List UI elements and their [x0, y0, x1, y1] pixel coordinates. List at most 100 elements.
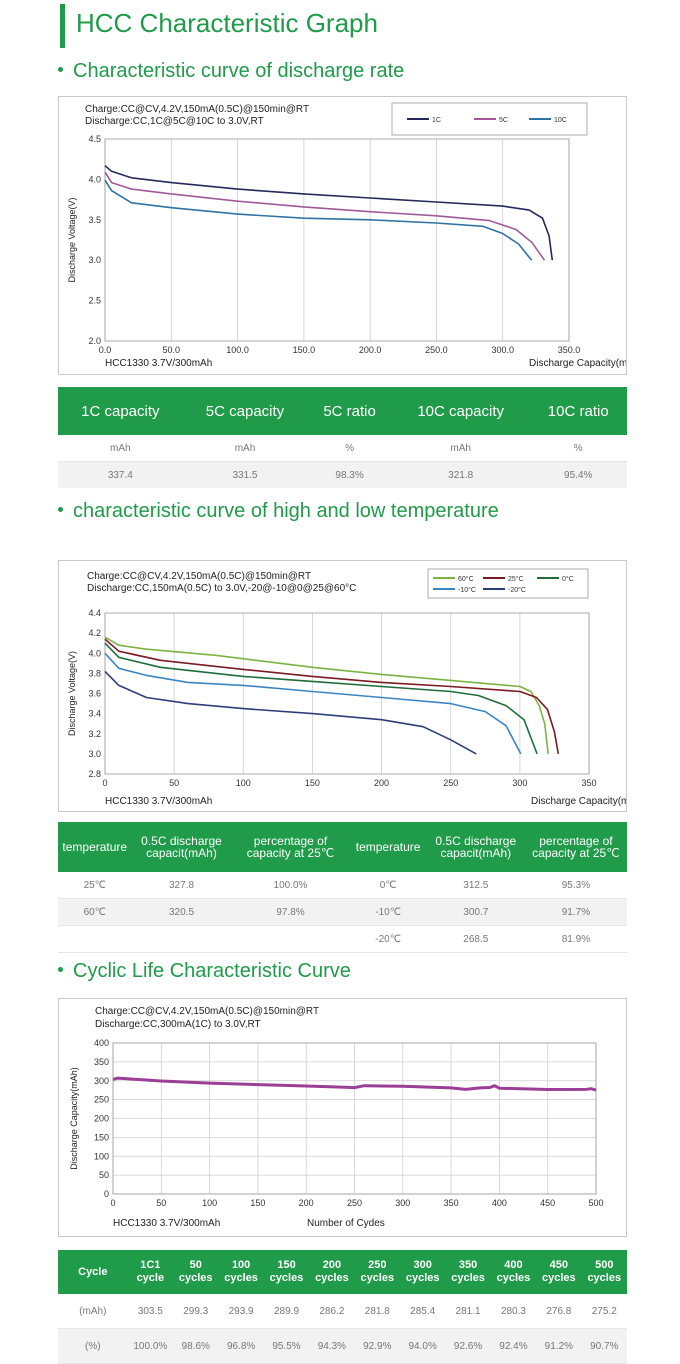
cycle-table-header-cell: 100 cycles	[218, 1250, 264, 1294]
temp-chart-svg: Charge:CC@CV,4.2V,150mA(0.5C)@150min@RTD…	[67, 568, 626, 807]
y-tick-label: 150	[94, 1132, 109, 1142]
cycle-table-header: Cycle 1C1 cycle 50 cycles 100 cycles 150…	[58, 1250, 627, 1294]
x-tick-label: 450	[540, 1198, 555, 1208]
section-title-cycle: Cyclic Life Characteristic Curve	[58, 960, 351, 983]
temp-table-row: -20℃ 268.5 81.9%	[58, 925, 627, 953]
temp-table-row: 60℃ 320.5 97.8% -10℃ 300.7 91.7%	[58, 898, 627, 926]
y-axis-label: Discharge Voltage(V)	[67, 197, 77, 282]
cycle-table-cell: 285.4	[399, 1294, 446, 1329]
cycle-table-cell: 96.8%	[218, 1328, 264, 1364]
temp-table-cell	[58, 925, 132, 953]
y-tick-label: 350	[94, 1057, 109, 1067]
temp-table-header-cell: 0.5C discharge capacit(mAh)	[131, 822, 232, 872]
cycle-table-cell: 275.2	[581, 1294, 627, 1329]
y-tick-label: 4.2	[88, 628, 101, 638]
temp-table-header-cell: percentage of capacity at 25℃	[524, 822, 627, 872]
y-tick-label: 250	[94, 1095, 109, 1105]
legend-label: 5C	[499, 117, 508, 124]
cycle-table-header-cell: 500 cycles	[581, 1250, 627, 1294]
x-tick-label: 0.0	[99, 345, 112, 355]
temp-table-cell: 81.9%	[524, 925, 627, 953]
cycle-table-cell: 95.5%	[263, 1328, 310, 1364]
temp-table-cell: 60℃	[58, 898, 132, 926]
series-line	[104, 638, 560, 755]
cycle-table-header-cell: 200 cycles	[309, 1250, 355, 1294]
rate-table-value-row: 337.4 331.5 98.3% 321.8 95.4%	[58, 461, 627, 488]
y-tick-label: 2.5	[88, 296, 101, 306]
cycle-chart-svg: Charge:CC@CV,4.2V,150mA(0.5C)@150min@RT D…	[69, 1006, 604, 1229]
y-tick-label: 100	[94, 1151, 109, 1161]
cycle-table-cell: 100.0%	[127, 1328, 174, 1364]
legend-label: 1C	[432, 117, 441, 124]
y-tick-label: 3.4	[88, 709, 101, 719]
x-tick-label: 50	[156, 1198, 166, 1208]
temp-table-cell: 312.5	[426, 872, 525, 899]
rate-table-header-cell: 10C ratio	[529, 387, 627, 435]
y-tick-label: 3.0	[88, 255, 101, 265]
cycle-table-header-cell: 450 cycles	[536, 1250, 582, 1294]
rate-table-header-cell: 1C capacity	[58, 387, 183, 435]
x-tick-label: 50.0	[163, 345, 181, 355]
page-title: HCC Characteristic Graph	[76, 8, 378, 38]
rate-table-cell: 331.5	[182, 461, 308, 488]
series-line	[112, 1076, 597, 1092]
y-tick-label: 3.5	[88, 215, 101, 225]
temp-table-cell: 320.5	[131, 898, 232, 926]
model-label: HCC1330 3.7V/300mAh	[105, 796, 212, 807]
legend-label: 25°C	[508, 575, 524, 583]
section-title-cycle-text: Cyclic Life Characteristic Curve	[73, 960, 351, 982]
rate-table-cell: 337.4	[58, 461, 183, 488]
rate-chart-svg: Charge:CC@CV,4.2V,150mA(0.5C)@150min@RT D…	[67, 102, 626, 369]
x-tick-label: 100.0	[226, 345, 249, 355]
temp-table-cell: 25℃	[58, 872, 132, 899]
chart-note: Charge:CC@CV,4.2V,150mA(0.5C)@150min@RT	[85, 104, 309, 115]
cycle-table-cell: 92.6%	[445, 1328, 491, 1364]
legend-label: 0°C	[562, 575, 574, 583]
x-tick-label: 350.0	[558, 345, 581, 355]
legend-box	[427, 568, 589, 599]
temp-chart: Charge:CC@CV,4.2V,150mA(0.5C)@150min@RT D…	[58, 560, 627, 812]
x-tick-label: 200.0	[359, 345, 382, 355]
rate-chart: Charge:CC@CV,4.2V,150mA(0.5C)@150min@RT D…	[58, 96, 627, 375]
x-tick-label: 350	[581, 778, 596, 788]
cycle-table-cell: 281.8	[354, 1294, 400, 1329]
rate-table-cell: mAh	[182, 435, 308, 462]
y-tick-label: 4.0	[88, 174, 101, 184]
bullet-icon	[58, 67, 63, 73]
x-axis-label: Number of Cydes	[307, 1218, 385, 1229]
chart-note: Discharge:CC,300mA(1C) to 3.0V,RT	[95, 1019, 261, 1030]
temp-table-cell: 95.3%	[524, 872, 627, 899]
series-line	[104, 652, 522, 755]
plot-frame	[104, 138, 570, 342]
cycle-table-cell: 92.9%	[354, 1328, 400, 1364]
cycle-table-cell: 280.3	[490, 1294, 537, 1329]
x-axis-label: Discharge Capacity(mAh)	[529, 358, 626, 369]
x-tick-label: 500	[588, 1198, 603, 1208]
cycle-table-cell: 92.4%	[490, 1328, 537, 1364]
cycle-table-cell: 289.9	[263, 1294, 310, 1329]
cycle-table-cell: 281.1	[445, 1294, 491, 1329]
chart-note: Discharge:CC,150mA(0.5C) to 3.0V,-20@-10…	[87, 583, 356, 594]
legend-label: -10°C	[458, 586, 476, 594]
temp-table-cell: 268.5	[426, 925, 525, 953]
temp-table-cell: -20℃	[349, 925, 427, 953]
rate-table-cell: 95.4%	[529, 461, 627, 488]
temp-table: temperature 0.5C discharge capacit(mAh) …	[58, 822, 627, 953]
cycle-table-cell: 293.9	[218, 1294, 264, 1329]
series-line	[104, 171, 546, 261]
temp-table-header-cell: temperature	[349, 822, 427, 872]
temp-table-cell: -10℃	[349, 898, 427, 926]
y-tick-label: 3.6	[88, 689, 101, 699]
cycle-table: Cycle 1C1 cycle 50 cycles 100 cycles 150…	[58, 1250, 627, 1364]
x-tick-label: 250	[443, 778, 458, 788]
temp-table-header-cell: temperature	[58, 822, 132, 872]
cycle-table-cell: 94.3%	[309, 1328, 355, 1364]
cycle-table-header-cell: 250 cycles	[354, 1250, 400, 1294]
section-title-rate: Characteristic curve of discharge rate	[58, 60, 404, 83]
y-tick-label: 50	[99, 1170, 109, 1180]
section-title-temp-text: characteristic curve of high and low tem…	[73, 500, 499, 522]
temp-table-row: 25℃ 327.8 100.0% 0℃ 312.5 95.3%	[58, 872, 627, 899]
temp-table-cell: 100.0%	[231, 872, 350, 899]
section-title-rate-text: Characteristic curve of discharge rate	[73, 60, 405, 82]
x-tick-label: 400	[492, 1198, 507, 1208]
